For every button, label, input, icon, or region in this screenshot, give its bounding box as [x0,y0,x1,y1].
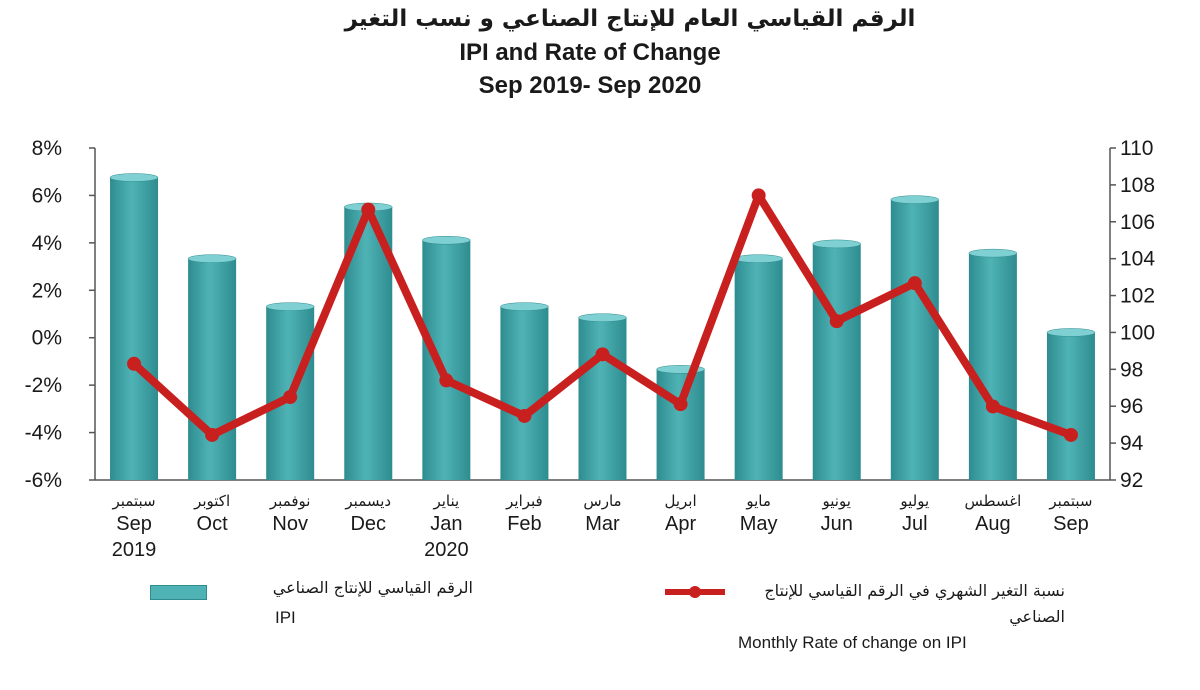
x-tick-label: Sep [116,513,152,535]
legend-rate-swatch [665,586,725,598]
x-tick-label: Jul [902,513,928,535]
ipi-bar [734,258,783,480]
right-axis-tick-label: 102 [1120,285,1155,308]
x-tick-label: Mar [585,513,620,535]
x-tick-label-arabic: سبتمبر [111,492,155,510]
x-tick-label: Aug [975,513,1011,535]
x-tick-label: May [740,513,778,535]
right-axis-tick-label: 92 [1120,469,1143,492]
chart-title-english: IPI and Rate of Change [459,39,721,66]
rate-data-point [205,427,220,442]
x-tick-label-arabic: فبراير [505,492,543,510]
right-axis-tick-label: 98 [1120,358,1143,381]
legend-rate-label-arabic: نسبة التغير الشهري في الرقم القياسي للإن… [764,581,1065,626]
rate-data-point [985,399,1000,414]
x-tick-label-arabic: مايو [745,492,771,510]
ipi-bar [812,243,861,480]
ipi-bar [1046,332,1095,480]
left-axis-tick-label: 6% [32,184,62,207]
ipi-bar-top [890,195,940,204]
x-tick-label: Jun [821,513,853,535]
chart-title-arabic: الرقم القياسي العام للإنتاج الصناعي و نس… [344,6,916,32]
rate-data-point [439,373,454,388]
ipi-bar [422,240,471,480]
right-axis-tick-label: 100 [1120,321,1155,344]
x-tick-label-arabic: اكتوبر [193,492,230,510]
rate-data-point [517,408,532,423]
ipi-bar [188,258,237,480]
rate-data-point [751,188,766,203]
x-tick-year-label: 2019 [112,539,157,561]
ipi-bar-top [968,248,1018,258]
ipi-bar [656,369,705,480]
left-axis-tick-label: 8% [32,137,62,160]
ipi-bar-top [1046,328,1096,337]
ipi-bar-top [422,235,471,245]
rate-data-point [361,202,376,217]
right-axis-tick-label: 96 [1120,395,1143,418]
x-tick-label-arabic: يناير [432,492,459,510]
right-axis-tick-label: 106 [1120,211,1155,234]
x-tick-label: Apr [665,513,696,535]
x-tick-year-label: 2020 [424,539,469,561]
ipi-bar-top [109,173,159,182]
rate-data-point [283,390,298,404]
x-tick-label: Nov [272,513,308,535]
ipi-bar-top [734,254,783,263]
ipi-bar [110,177,159,480]
ipi-bar [968,253,1017,480]
left-axis-tick-label: -6% [25,469,62,492]
right-axis-tick-label: 110 [1120,137,1153,160]
x-tick-label-arabic: نوفمبر [269,492,311,510]
x-tick-label-arabic: ديسمبر [344,492,391,510]
x-tick-label-arabic: مارس [583,492,621,510]
ipi-bar-top [578,313,627,322]
ipi-bar-top [187,254,237,263]
ipi-bar-top [500,302,549,311]
left-axis-tick-label: -2% [25,374,62,397]
ipi-bar [578,317,627,480]
x-tick-label-arabic: ابريل [664,492,696,510]
right-axis-tick-label: 94 [1120,432,1144,455]
x-tick-label-arabic: سبتمبر [1048,492,1092,510]
legend-ipi-label-english: IPI [275,608,296,627]
ipi-bar-top [812,239,861,249]
rate-data-point [595,347,610,362]
legend-ipi-label-arabic: الرقم القياسي للإنتاج الصناعي [272,578,473,597]
rate-data-point [1063,427,1078,442]
x-tick-label: Feb [507,513,541,535]
chart-titles: الرقم القياسي العام للإنتاج الصناعي و نس… [0,2,1200,102]
ipi-bar [500,306,549,480]
left-axis-tick-label: 2% [32,279,62,302]
legend-ipi-swatch [150,585,207,600]
x-tick-label: Oct [197,513,229,535]
right-axis-tick-label: 104 [1120,248,1155,271]
rate-data-point [829,314,844,329]
x-tick-label: Dec [350,513,386,535]
ipi-bar-top [265,302,315,311]
x-tick-label-arabic: يونيو [822,492,851,510]
rate-data-point [673,397,688,412]
rate-data-point [127,356,142,371]
ipi-bar [890,199,939,480]
chart-subtitle: Sep 2019- Sep 2020 [478,72,702,99]
x-tick-label: Jan [430,513,462,535]
x-tick-label: Sep [1053,513,1089,535]
right-axis-tick-label: 108 [1120,174,1155,197]
rate-data-point [907,276,922,291]
legend-rate-label-english: Monthly Rate of change on IPI [738,633,967,652]
left-axis-tick-label: 4% [32,232,62,255]
left-axis-tick-label: 0% [32,327,62,350]
x-tick-label-arabic: يوليو [899,492,929,510]
left-axis-tick-label: -4% [25,422,62,445]
x-tick-label-arabic: اغسطس [964,492,1021,510]
